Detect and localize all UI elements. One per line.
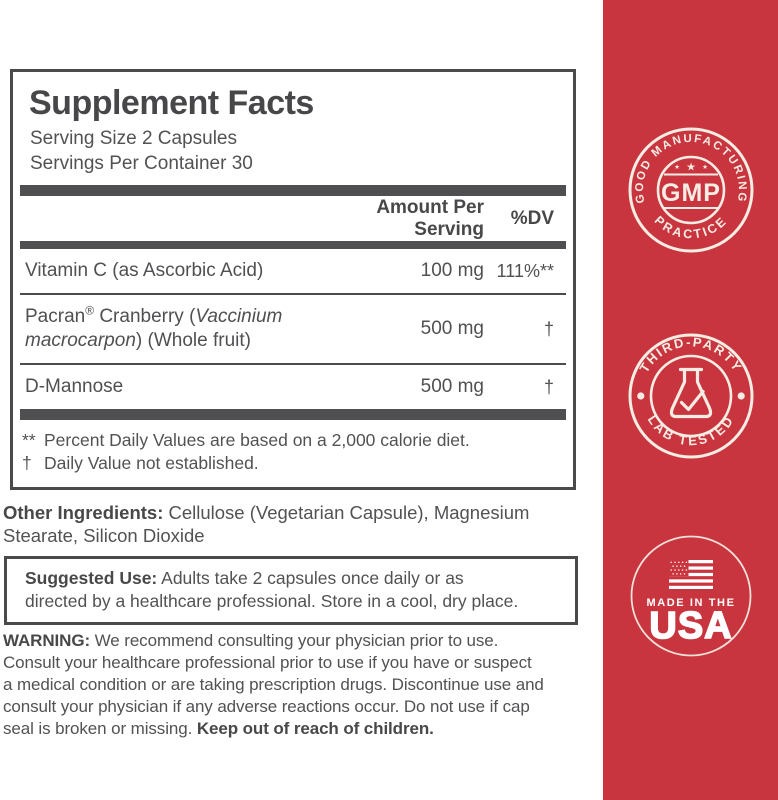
star-icon: ★ [674, 163, 680, 171]
nutrient-dv: † [543, 318, 554, 339]
nutrient-name: Pacran® Cranberry (Vaccinium macrocarpon… [25, 303, 283, 351]
divider-thick-top [20, 185, 566, 196]
column-header-amount: Amount Per Serving [376, 196, 484, 240]
nutrient-name: Vitamin C (as Ascorbic Acid) [25, 260, 264, 281]
table-row-d-mannose: D-Mannose 500 mg † [20, 363, 566, 409]
dot-right [737, 392, 745, 400]
table-header-row: Amount Per Serving %DV [20, 196, 566, 241]
nutrient-amount: 500 mg [420, 376, 484, 397]
footnotes: ** Percent Daily Values are based on a 2… [22, 429, 566, 475]
made-in-usa-badge-icon: MADE IN THE USA [630, 535, 751, 657]
nutrient-dv: † [543, 376, 554, 397]
star-icon: ★ [702, 163, 708, 171]
usa-line1-text: MADE IN THE [646, 597, 735, 609]
footnote-dagger: † Daily Value not established. [22, 453, 259, 473]
lab-tested-badge-icon: THIRD-PARTY LAB TESTED [628, 333, 753, 459]
gmp-center-text: GMP [661, 179, 721, 207]
divider-header [20, 241, 566, 249]
nutrient-name: D-Mannose [25, 376, 124, 397]
servings-per-container: Servings Per Container 30 [30, 153, 253, 174]
other-ingredients: Other Ingredients: Cellulose (Vegetarian… [3, 502, 530, 546]
column-header-dv: %DV [510, 207, 554, 229]
table-row-cranberry: Pacran® Cranberry (Vaccinium macrocarpon… [20, 293, 566, 363]
svg-text:PRACTICE: PRACTICE [651, 213, 730, 241]
panel-title: Supplement Facts [29, 84, 314, 122]
warning-label: WARNING: [3, 631, 91, 650]
dot-left [636, 392, 644, 400]
us-flag-icon [668, 560, 713, 589]
star-icon: ★ [686, 162, 696, 174]
supplement-facts-panel: Supplement Facts Serving Size 2 Capsules… [10, 69, 576, 490]
flask-icon [669, 367, 712, 419]
usa-line2-text: USA [649, 605, 732, 647]
nutrient-amount: 100 mg [420, 260, 484, 281]
gmp-badge-icon: GOOD MANUFACTURING PRACTICE ★ ★ ★ GMP [628, 127, 753, 253]
badge-sidebar: GOOD MANUFACTURING PRACTICE ★ ★ ★ GMP TH… [603, 0, 778, 800]
footnote-daily-values: ** Percent Daily Values are based on a 2… [22, 430, 470, 450]
other-ingredients-label: Other Ingredients: [3, 502, 164, 523]
nutrient-amount: 500 mg [420, 318, 484, 339]
nutrient-dv: 111%** [496, 260, 554, 281]
serving-size: Serving Size 2 Capsules [30, 128, 237, 149]
table-row-vitamin-c: Vitamin C (as Ascorbic Acid) 100 mg 111%… [20, 249, 566, 293]
warning-text: WARNING: We recommend consulting your ph… [3, 631, 544, 738]
suggested-use-label: Suggested Use: [25, 568, 158, 588]
registered-mark: ® [85, 303, 95, 318]
suggested-use-box: Suggested Use: Adults take 2 capsules on… [4, 556, 578, 625]
divider-thick-bottom [20, 409, 566, 420]
gmp-bottom-text: PRACTICE [651, 213, 727, 241]
